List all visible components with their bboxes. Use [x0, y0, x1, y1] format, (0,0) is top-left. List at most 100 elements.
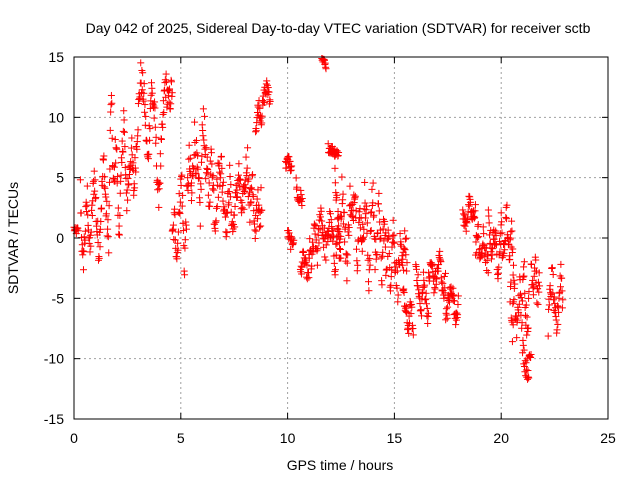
- data-point: [243, 164, 251, 172]
- data-point: [299, 248, 307, 256]
- data-point: [197, 158, 205, 166]
- data-point: [303, 275, 311, 283]
- data-point: [79, 247, 87, 255]
- data-point: [313, 261, 321, 269]
- data-point: [175, 190, 183, 198]
- data-point: [492, 241, 500, 249]
- x-tick-label: 0: [70, 430, 78, 446]
- data-point: [373, 250, 381, 258]
- data-point: [398, 252, 406, 260]
- x-axis-title: GPS time / hours: [287, 457, 394, 473]
- data-point: [157, 135, 165, 143]
- data-point: [225, 188, 233, 196]
- data-point: [84, 211, 92, 219]
- data-point: [485, 219, 493, 227]
- data-point: [506, 255, 514, 263]
- data-point: [398, 261, 406, 269]
- data-point: [177, 181, 185, 189]
- data-point: [115, 230, 123, 238]
- data-point: [200, 142, 208, 150]
- data-point: [446, 298, 454, 306]
- data-point: [484, 252, 492, 260]
- data-point: [338, 213, 346, 221]
- data-point: [344, 228, 352, 236]
- data-point: [253, 195, 261, 203]
- data-point: [520, 258, 528, 266]
- data-point: [420, 276, 428, 284]
- data-point: [401, 235, 409, 243]
- data-point: [553, 302, 561, 310]
- data-point: [222, 233, 230, 241]
- data-point: [353, 257, 361, 265]
- data-point: [95, 254, 103, 262]
- data-point: [207, 149, 215, 157]
- data-point: [387, 273, 395, 281]
- data-point: [227, 181, 235, 189]
- data-point: [219, 197, 227, 205]
- data-point: [108, 99, 116, 107]
- y-tick-label: 10: [48, 109, 64, 125]
- data-point: [492, 232, 500, 240]
- data-point: [109, 163, 117, 171]
- data-point: [517, 290, 525, 298]
- data-point: [510, 276, 518, 284]
- data-point: [107, 91, 115, 99]
- data-point: [119, 148, 127, 156]
- x-tick-label: 25: [600, 430, 616, 446]
- data-point: [218, 188, 226, 196]
- data-point: [525, 288, 533, 296]
- data-point: [131, 184, 139, 192]
- data-point: [256, 104, 264, 112]
- data-point: [205, 179, 213, 187]
- data-point: [400, 266, 408, 274]
- data-point: [365, 278, 373, 286]
- data-point: [226, 193, 234, 201]
- data-point: [511, 280, 519, 288]
- data-point: [137, 79, 145, 87]
- data-point: [249, 171, 257, 179]
- data-point: [527, 260, 535, 268]
- data-point: [536, 282, 544, 290]
- data-point: [116, 189, 124, 197]
- data-point: [133, 145, 141, 153]
- data-point: [152, 139, 160, 147]
- data-point: [151, 104, 159, 112]
- data-point: [368, 185, 376, 193]
- data-point: [472, 238, 480, 246]
- data-point: [105, 249, 113, 257]
- data-point: [507, 228, 515, 236]
- data-point: [335, 239, 343, 247]
- data-point: [104, 216, 112, 224]
- data-point: [83, 208, 91, 216]
- data-point: [106, 126, 114, 134]
- data-point: [401, 246, 409, 254]
- data-point: [216, 168, 224, 176]
- data-point: [558, 287, 566, 295]
- data-point: [88, 201, 96, 209]
- data-point: [352, 207, 360, 215]
- data-point: [265, 88, 273, 96]
- data-point: [258, 206, 266, 214]
- data-point: [380, 237, 388, 245]
- data-point: [247, 198, 255, 206]
- data-point: [402, 251, 410, 259]
- data-point: [500, 249, 508, 257]
- data-point: [235, 160, 243, 168]
- data-point: [351, 192, 359, 200]
- data-point: [181, 236, 189, 244]
- data-point: [329, 237, 337, 245]
- data-point: [503, 201, 511, 209]
- data-point: [297, 191, 305, 199]
- data-point: [217, 152, 225, 160]
- data-point: [358, 235, 366, 243]
- data-point: [96, 225, 104, 233]
- data-point: [140, 89, 148, 97]
- data-point: [394, 298, 402, 306]
- data-point: [460, 210, 468, 218]
- data-point: [245, 175, 253, 183]
- data-point: [77, 209, 85, 217]
- data-point: [127, 144, 135, 152]
- data-point: [185, 155, 193, 163]
- data-point: [331, 152, 339, 160]
- data-point: [258, 112, 266, 120]
